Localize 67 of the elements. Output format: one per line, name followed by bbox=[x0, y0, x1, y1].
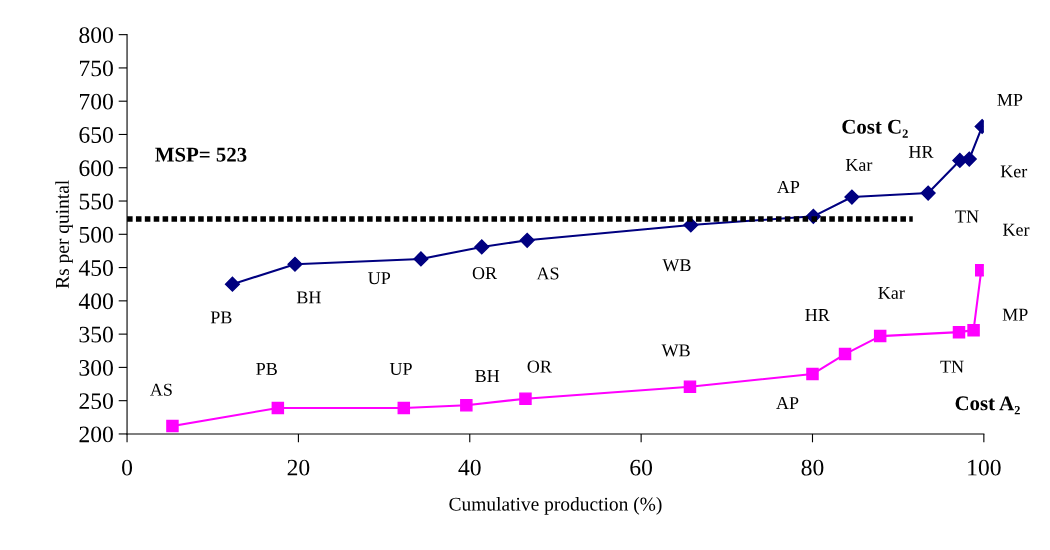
text: Cost A₂ bbox=[955, 396, 1020, 415]
x-axis-title: Cumulative production (%) bbox=[449, 497, 662, 515]
point bbox=[967, 323, 980, 337]
annotation: PB bbox=[210, 311, 232, 324]
point bbox=[806, 367, 819, 381]
x-tick-label: 60 bbox=[630, 459, 653, 476]
annotation: WB bbox=[661, 344, 690, 357]
y-tick-label: 550 bbox=[79, 193, 113, 210]
annotation: MP bbox=[1002, 308, 1028, 321]
annotation: AP bbox=[776, 180, 800, 193]
annotation: BH bbox=[475, 370, 500, 382]
ref-line-label: MSP= 523 bbox=[155, 147, 247, 162]
annotation: TN bbox=[955, 210, 979, 223]
annotation: MP bbox=[997, 94, 1023, 106]
x-tick-label: 40 bbox=[458, 459, 481, 476]
point bbox=[952, 325, 966, 339]
y-axis-title: Rs per quintal bbox=[55, 180, 73, 289]
point bbox=[920, 185, 936, 201]
point bbox=[519, 232, 535, 248]
point bbox=[474, 239, 490, 255]
x-tick-label: 80 bbox=[801, 459, 824, 476]
point bbox=[838, 347, 852, 361]
annotation: Kar bbox=[845, 158, 873, 171]
annotation: AS bbox=[149, 383, 172, 396]
y-tick-label: 350 bbox=[79, 326, 113, 343]
annotation: Ker bbox=[1002, 223, 1030, 236]
point bbox=[224, 276, 241, 292]
annotation: OR bbox=[472, 267, 498, 280]
text: Cost C₂ bbox=[842, 119, 908, 138]
annotation: PB bbox=[256, 363, 277, 375]
y-tick-label: 650 bbox=[79, 126, 113, 143]
point bbox=[271, 401, 285, 415]
annotation: Kar bbox=[878, 286, 905, 299]
y-tick-label: 800 bbox=[79, 27, 113, 44]
x-tick-label: 0 bbox=[122, 459, 133, 476]
annotation: AP bbox=[776, 397, 799, 409]
point bbox=[844, 189, 860, 205]
annotation: BH bbox=[296, 291, 321, 304]
annotation: UP bbox=[389, 363, 412, 376]
point bbox=[961, 151, 977, 167]
point bbox=[397, 401, 411, 415]
y-tick-label: 700 bbox=[80, 93, 113, 110]
annotation: Ker bbox=[1000, 165, 1028, 178]
y-tick-label: 750 bbox=[80, 60, 113, 77]
y-tick-label: 450 bbox=[78, 260, 113, 276]
point bbox=[460, 399, 473, 412]
y-tick-label: 500 bbox=[79, 226, 113, 243]
point bbox=[287, 256, 303, 272]
annotation: AS bbox=[536, 267, 559, 280]
annotation: TN bbox=[940, 360, 964, 373]
point bbox=[873, 329, 887, 343]
annotation: WB bbox=[662, 259, 691, 272]
y-tick-label: 400 bbox=[78, 293, 113, 310]
point bbox=[166, 419, 179, 433]
y-tick-label: 600 bbox=[79, 160, 113, 177]
y-tick-label: 300 bbox=[79, 359, 113, 376]
annotation: OR bbox=[527, 360, 552, 373]
annotation: HR bbox=[805, 309, 830, 321]
point bbox=[519, 392, 532, 405]
point bbox=[413, 251, 429, 267]
y-tick-label: 250 bbox=[79, 393, 113, 410]
x-tick-label: 100 bbox=[968, 459, 1001, 476]
annotation: HR bbox=[908, 146, 934, 158]
y-tick-label: 200 bbox=[79, 426, 113, 443]
x-tick-label: 20 bbox=[287, 459, 310, 476]
point bbox=[683, 380, 697, 393]
annotation: UP bbox=[368, 272, 391, 285]
